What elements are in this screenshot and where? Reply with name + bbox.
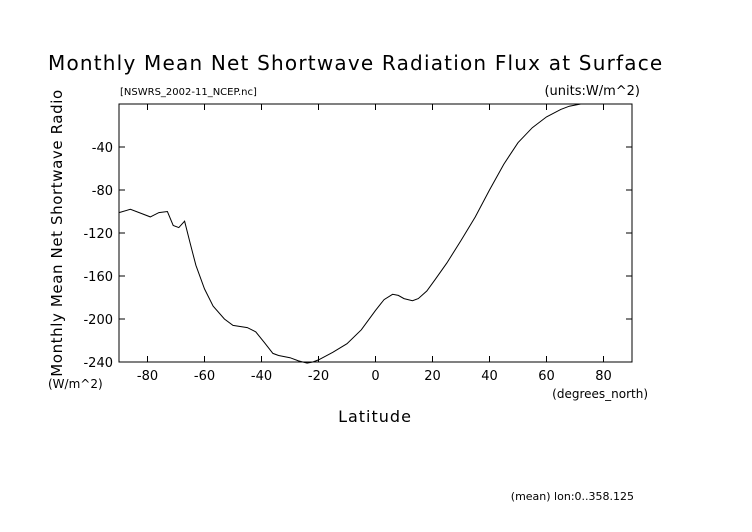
series-line bbox=[118, 103, 604, 364]
x-tick-label: -40 bbox=[251, 369, 272, 384]
y-tick-label: -240 bbox=[83, 356, 113, 371]
x-tick-label: -60 bbox=[194, 369, 215, 384]
y-tick-label: -80 bbox=[92, 184, 113, 199]
y-axis: -40 -80 -120 -160 -200 -240 bbox=[83, 141, 632, 371]
y-axis-units: (W/m^2) bbox=[48, 377, 103, 391]
y-tick-label: -40 bbox=[92, 141, 113, 156]
x-tick-label: 60 bbox=[538, 369, 555, 384]
x-tick-label: 80 bbox=[595, 369, 612, 384]
plot-frame bbox=[118, 103, 633, 363]
x-tick-label: -20 bbox=[308, 369, 329, 384]
x-axis: -80 -60 -40 -20 0 20 40 60 80 bbox=[137, 104, 612, 384]
y-tick-label: -200 bbox=[83, 313, 113, 328]
footer-note: (mean) lon:0..358.125 bbox=[511, 490, 634, 503]
x-tick-label: 40 bbox=[481, 369, 498, 384]
x-axis-units: (degrees_north) bbox=[552, 387, 648, 401]
x-tick-label: 0 bbox=[371, 369, 379, 384]
x-tick-label: 20 bbox=[424, 369, 441, 384]
x-tick-label: -80 bbox=[137, 369, 158, 384]
units-label: (units:W/m^2) bbox=[544, 84, 640, 99]
x-axis-label: Latitude bbox=[338, 407, 412, 426]
file-label: [NSWRS_2002-11_NCEP.nc] bbox=[120, 87, 257, 98]
y-tick-label: -120 bbox=[83, 227, 113, 242]
chart-title: Monthly Mean Net Shortwave Radiation Flu… bbox=[48, 51, 663, 75]
y-axis-label: Monthly Mean Net Shortwave Radio bbox=[48, 89, 66, 377]
y-tick-label: -160 bbox=[83, 270, 113, 285]
